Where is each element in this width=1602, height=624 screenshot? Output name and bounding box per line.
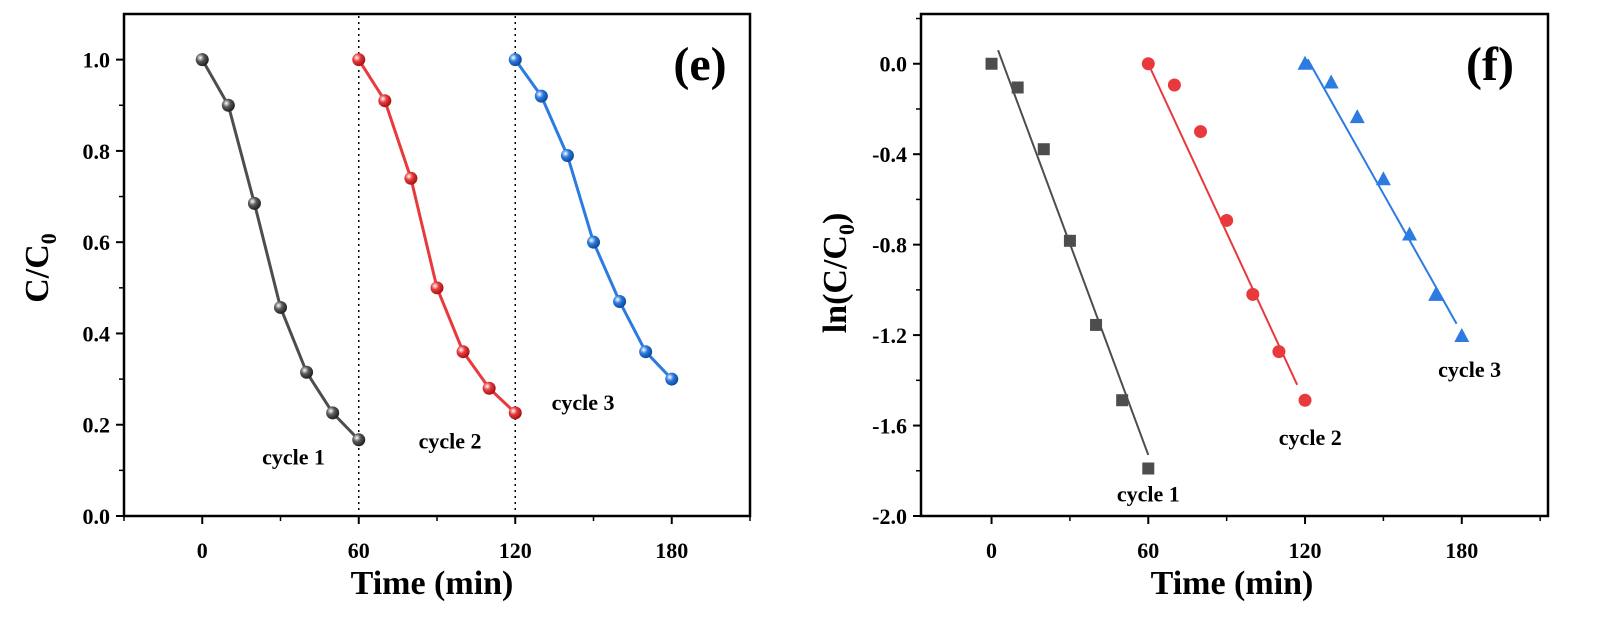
data-point-cycle-2 xyxy=(1246,287,1260,301)
data-point-cycle-2 xyxy=(1167,78,1181,92)
data-point-cycle-2 xyxy=(430,281,444,295)
data-point-cycle-2 xyxy=(404,171,418,185)
fit-line-cycle-1 xyxy=(997,49,1150,456)
y-tick-label: 0.2 xyxy=(83,413,111,438)
data-point-cycle-3 xyxy=(1323,74,1339,89)
x-tick-label: 180 xyxy=(1445,538,1478,563)
data-point-cycle-1 xyxy=(300,365,314,379)
data-point-cycle-1 xyxy=(1037,143,1050,156)
data-point-cycle-3 xyxy=(665,372,679,386)
y-tick-label: 1.0 xyxy=(83,48,111,73)
data-point-cycle-3 xyxy=(508,53,522,67)
data-point-cycle-2 xyxy=(1298,393,1312,407)
data-point-cycle-1 xyxy=(195,53,209,67)
x-tick-label: 60 xyxy=(1137,538,1159,563)
cycle-annotation: cycle 2 xyxy=(1279,425,1342,450)
y-tick-label: -2.0 xyxy=(872,504,907,529)
y-axis-title: C/C0 xyxy=(19,233,61,303)
data-point-cycle-1 xyxy=(1142,462,1155,475)
fit-line-cycle-3 xyxy=(1306,58,1458,325)
data-point-cycle-2 xyxy=(1220,213,1234,227)
data-point-cycle-3 xyxy=(587,235,600,249)
series-line-cycle-2 xyxy=(357,58,517,414)
panel-label: (f) xyxy=(1466,38,1514,91)
series-line-cycle-1 xyxy=(200,58,360,441)
data-point-cycle-1 xyxy=(352,433,366,447)
y-tick-label: -0.8 xyxy=(872,233,907,258)
x-tick-label: 0 xyxy=(197,538,208,563)
panel-f: 0 60 120 180 0.0 -0.4 -0.8 -1.2 -1.6 -2.0 Time (mi… xyxy=(817,12,1550,602)
y-tick-label: 0.0 xyxy=(880,52,908,77)
cycle-annotation: cycle 3 xyxy=(1438,357,1501,382)
data-point-cycle-2 xyxy=(508,406,522,420)
x-axis-title: Time (min) xyxy=(351,565,514,602)
data-point-cycle-1 xyxy=(326,406,340,420)
y-tick-label: -0.4 xyxy=(872,142,907,167)
x-axis-title: Time (min) xyxy=(1151,565,1314,602)
data-point-cycle-3 xyxy=(1428,286,1444,301)
data-point-cycle-1 xyxy=(1063,234,1076,247)
y-tick-label: 0.0 xyxy=(83,504,111,529)
data-point-cycle-1 xyxy=(985,57,998,70)
series-line-cycle-3 xyxy=(514,58,673,381)
x-tick-label: 120 xyxy=(499,538,532,563)
data-point-cycle-3 xyxy=(1454,328,1470,343)
data-point-cycle-1 xyxy=(274,300,287,314)
x-tick-label: 60 xyxy=(348,538,370,563)
y-tick-label: 0.6 xyxy=(83,230,111,255)
data-point-cycle-2 xyxy=(1194,125,1208,139)
data-point-cycle-3 xyxy=(1375,171,1391,186)
data-point-cycle-2 xyxy=(378,94,392,108)
data-point-cycle-1 xyxy=(1011,81,1024,94)
data-point-cycle-3 xyxy=(1402,226,1418,241)
plot-frame xyxy=(919,12,1550,518)
cycle-annotation: cycle 1 xyxy=(262,445,325,470)
x-tick-label: 0 xyxy=(986,538,997,563)
data-point-cycle-1 xyxy=(247,196,261,210)
y-tick-label: 0.8 xyxy=(83,139,111,164)
cycle-annotation: cycle 3 xyxy=(552,390,615,415)
data-point-cycle-1 xyxy=(1090,318,1103,331)
cycle-annotation: cycle 2 xyxy=(419,429,482,454)
data-point-cycle-3 xyxy=(613,295,627,309)
data-point-cycle-3 xyxy=(534,89,548,103)
data-point-cycle-2 xyxy=(1272,345,1286,359)
panel-e: 0 60 120 180 0.0 0.2 0.4 0.6 0.8 1.0 Time (min) C/C… xyxy=(19,12,752,602)
data-point-cycle-3 xyxy=(560,148,574,162)
panel-label: (e) xyxy=(673,38,726,91)
data-point-cycle-2 xyxy=(1141,57,1155,71)
data-point-cycle-2 xyxy=(352,53,366,67)
cycle-annotation: cycle 1 xyxy=(1117,481,1180,506)
y-tick-label: -1.6 xyxy=(872,414,907,439)
data-point-cycle-3 xyxy=(1349,109,1365,124)
data-point-cycle-3 xyxy=(639,345,653,359)
data-point-cycle-2 xyxy=(456,345,470,359)
x-tick-label: 180 xyxy=(655,538,688,563)
y-tick-label: 0.4 xyxy=(83,321,111,346)
y-axis-title: ln(C/C0) xyxy=(817,213,859,334)
x-tick-label: 120 xyxy=(1289,538,1322,563)
data-point-cycle-2 xyxy=(482,381,496,395)
y-tick-label: -1.2 xyxy=(872,323,907,348)
data-point-cycle-3 xyxy=(1297,55,1313,70)
data-point-cycle-1 xyxy=(1116,394,1129,407)
data-point-cycle-1 xyxy=(221,98,235,112)
